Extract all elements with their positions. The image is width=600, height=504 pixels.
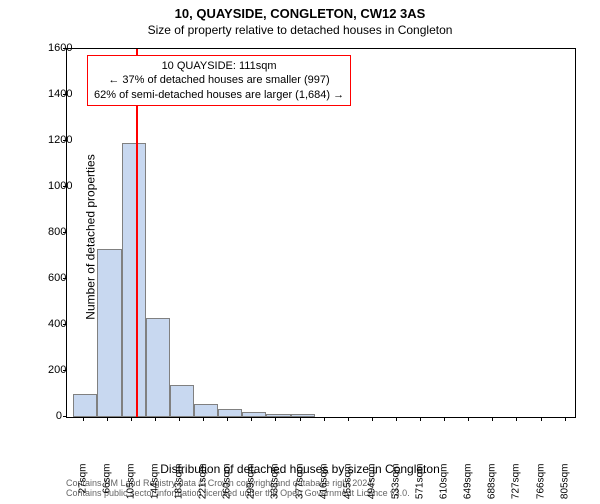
x-tick-label: 766sqm — [535, 464, 546, 504]
footer-line2: Contains public sector information licen… — [66, 489, 410, 499]
histogram-bar — [97, 249, 121, 417]
plot-area: 10 QUAYSIDE: 111sqm ← 37% of detached ho… — [66, 48, 576, 418]
x-tick-label: 299sqm — [246, 464, 257, 504]
x-tick-label: 260sqm — [222, 464, 233, 504]
x-tick-label: 649sqm — [463, 464, 474, 504]
y-tick-label: 400 — [48, 318, 62, 330]
x-tick-label: 494sqm — [367, 464, 378, 504]
annotation-line1: 10 QUAYSIDE: 111sqm — [94, 59, 344, 73]
y-tick-label: 1000 — [48, 180, 62, 192]
x-tick-label: 27sqm — [77, 464, 88, 504]
page-title: 10, QUAYSIDE, CONGLETON, CW12 3AS — [0, 0, 600, 21]
x-tick-label: 416sqm — [318, 464, 329, 504]
histogram-bar — [170, 385, 194, 417]
page-subtitle: Size of property relative to detached ho… — [0, 21, 600, 37]
x-tick-label: 377sqm — [294, 464, 305, 504]
y-tick-label: 1600 — [48, 42, 62, 54]
annotation-line2: ← 37% of detached houses are smaller (99… — [94, 73, 344, 87]
x-tick-label: 805sqm — [559, 464, 570, 504]
annotation-box: 10 QUAYSIDE: 111sqm ← 37% of detached ho… — [87, 55, 351, 106]
y-tick-label: 600 — [48, 272, 62, 284]
x-tick-label: 338sqm — [270, 464, 281, 504]
y-tick-label: 1200 — [48, 134, 62, 146]
x-tick-label: 144sqm — [150, 464, 161, 504]
y-tick-label: 200 — [48, 364, 62, 376]
histogram-bar — [146, 318, 170, 417]
histogram-bar — [218, 409, 242, 417]
histogram-bar — [73, 394, 97, 417]
histogram-bar — [266, 414, 290, 417]
histogram-bar — [242, 412, 266, 417]
x-tick-label: 455sqm — [342, 464, 353, 504]
x-tick-label: 571sqm — [414, 464, 425, 504]
x-tick-label: 727sqm — [511, 464, 522, 504]
histogram-bar — [122, 143, 146, 417]
chart-container: 10, QUAYSIDE, CONGLETON, CW12 3AS Size o… — [0, 0, 600, 500]
y-tick-label: 1400 — [48, 88, 62, 100]
annotation-line3: 62% of semi-detached houses are larger (… — [94, 88, 344, 102]
x-tick-label: 221sqm — [197, 464, 208, 504]
footer-attribution: Contains HM Land Registry data © Crown c… — [66, 479, 410, 499]
y-tick-label: 0 — [48, 410, 62, 422]
x-tick-label: 533sqm — [391, 464, 402, 504]
x-tick-label: 610sqm — [438, 464, 449, 504]
x-tick-label: 688sqm — [487, 464, 498, 504]
x-tick-label: 66sqm — [101, 464, 112, 504]
x-tick-label: 105sqm — [126, 464, 137, 504]
histogram-bar — [194, 404, 218, 417]
histogram-bar — [291, 414, 315, 417]
y-tick-label: 800 — [48, 226, 62, 238]
x-tick-label: 183sqm — [174, 464, 185, 504]
